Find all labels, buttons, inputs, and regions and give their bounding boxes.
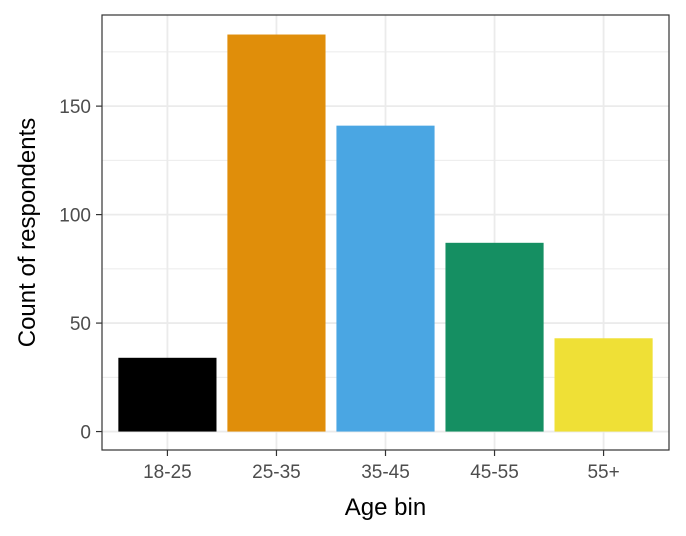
bars [118,34,653,432]
y-tick-label: 100 [59,206,91,227]
x-axis-title: Age bin [345,494,426,521]
y-tick-label: 50 [70,314,91,335]
y-tick-label: 0 [80,423,91,444]
bar-35-45 [336,125,435,432]
x-tick-label: 45-55 [470,462,519,483]
bar-25-35 [227,34,326,432]
x-tick-label: 18-25 [143,462,192,483]
y-tick-label: 150 [59,97,91,118]
bar-18-25 [118,357,217,432]
bar-55+ [554,338,653,432]
y-axis-title: Count of respondents [14,118,41,348]
y-axis-ticks: 0 50 100 150 [59,97,102,444]
bar-45-55 [445,242,544,432]
x-axis-ticks: 18-25 25-35 35-45 45-55 55+ [143,450,620,483]
x-tick-label: 35-45 [361,462,410,483]
x-tick-label: 25-35 [252,462,301,483]
x-tick-label: 55+ [587,462,619,483]
